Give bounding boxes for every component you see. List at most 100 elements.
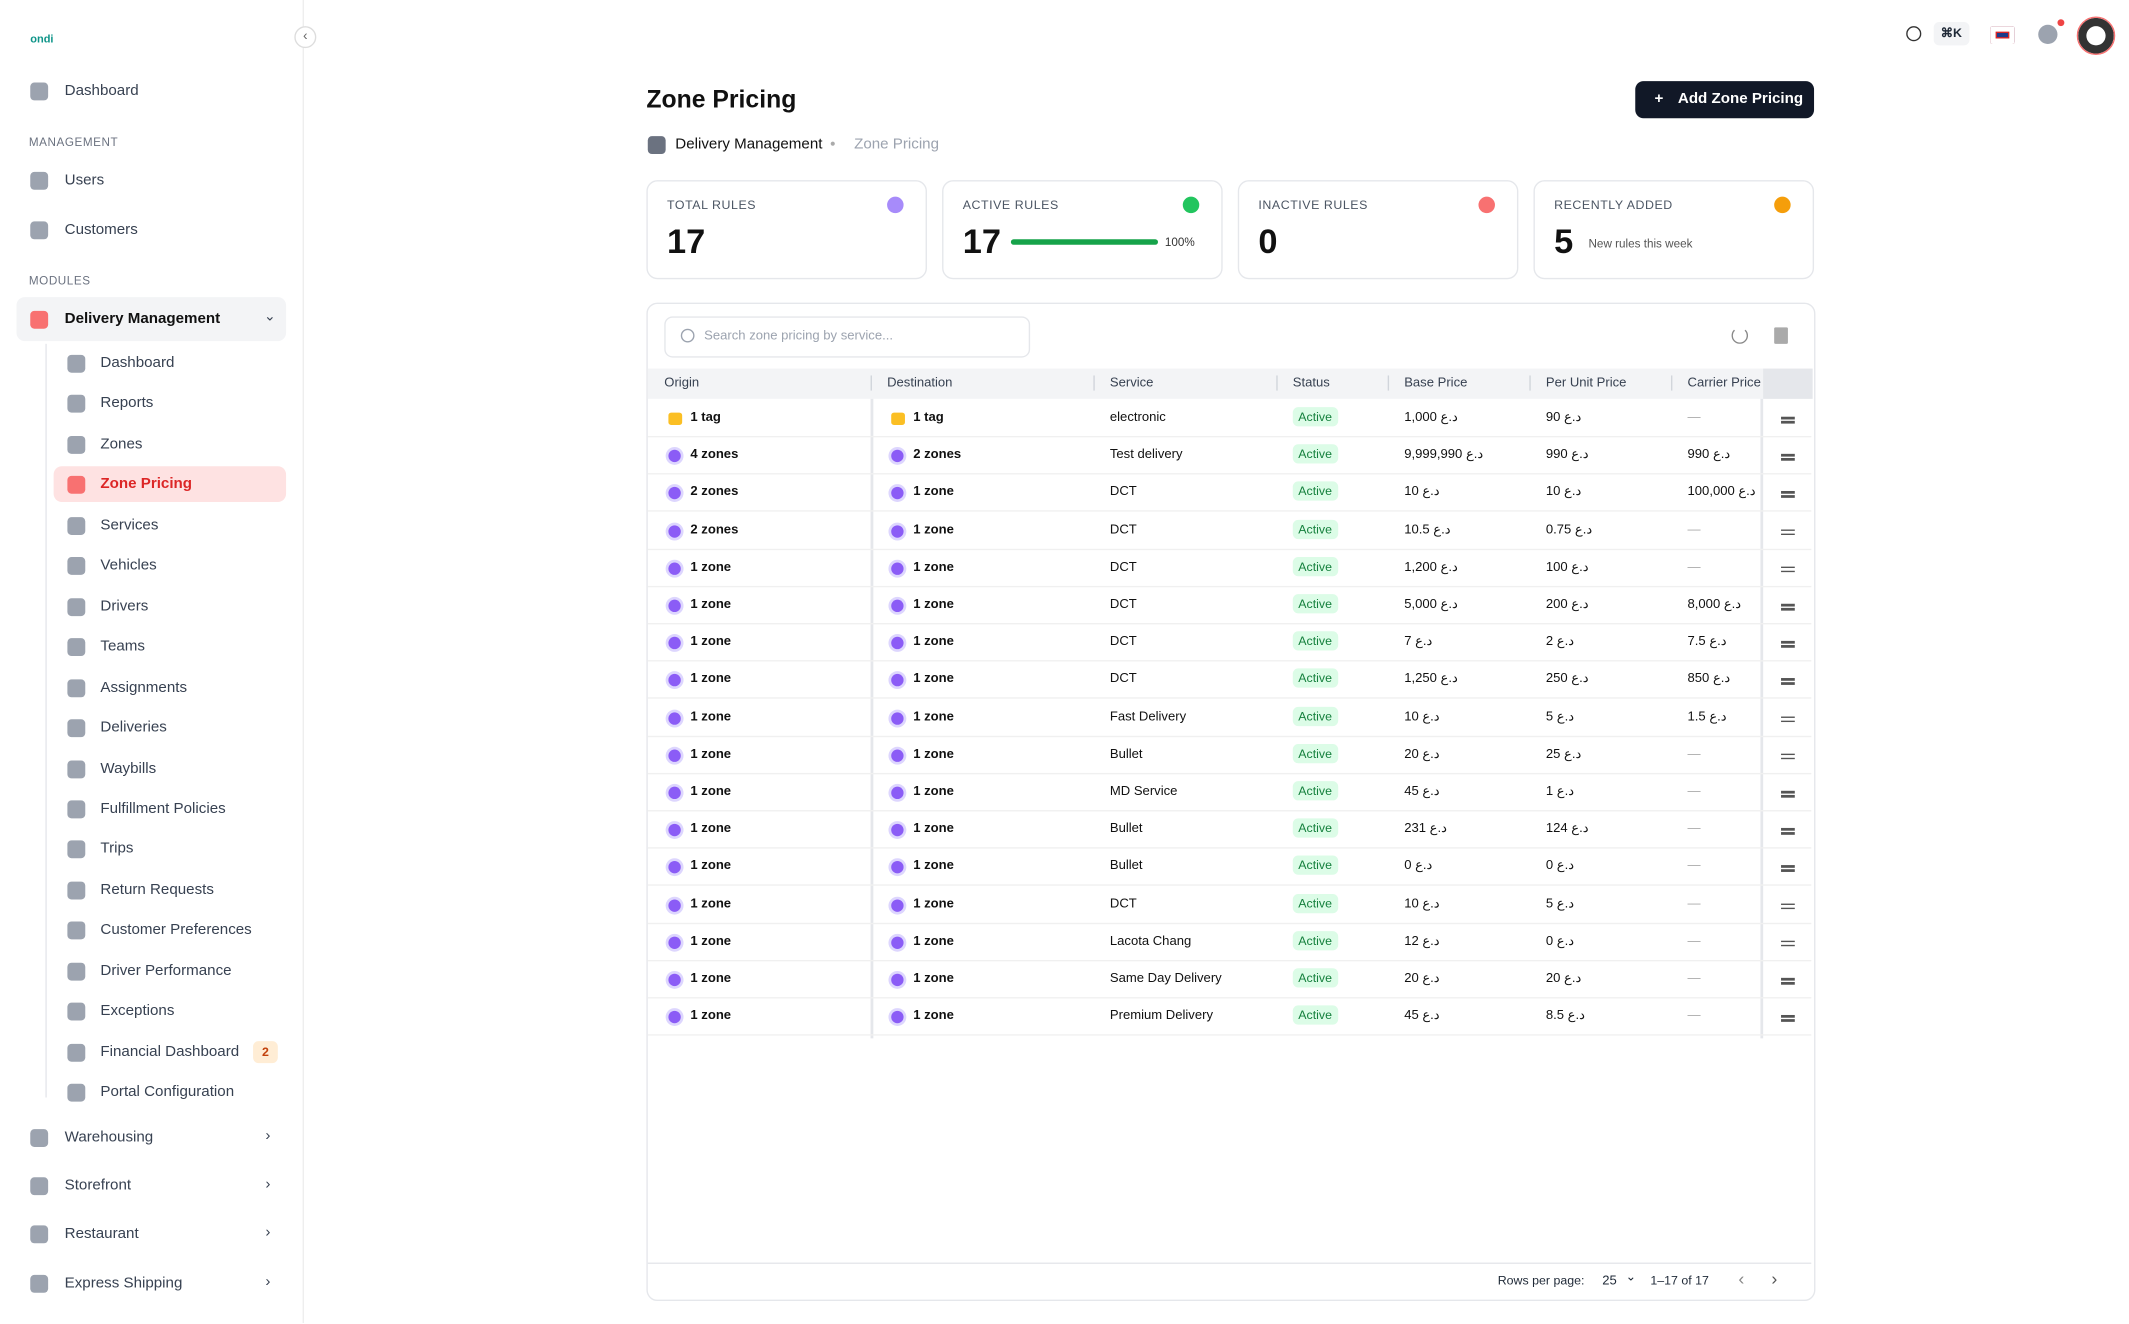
- stat-icon: [1774, 196, 1791, 214]
- chevron: ›: [265, 1224, 271, 1241]
- stat-label: TOTAL RULES: [667, 198, 757, 212]
- row-divider: [647, 623, 1812, 625]
- nav-item[interactable]: Deliveries: [100, 719, 167, 736]
- flag[interactable]: [1990, 26, 2015, 45]
- nav-item[interactable]: Financial Dashboard: [100, 1043, 240, 1060]
- nav-item[interactable]: Return Requests: [100, 881, 214, 898]
- nav-item[interactable]: Dashboard: [100, 354, 175, 372]
- nav-item[interactable]: Customer Preferences: [100, 921, 252, 939]
- nav-item[interactable]: Restaurant: [64, 1225, 139, 1242]
- column-header[interactable]: Status: [1292, 375, 1330, 391]
- nav-item[interactable]: Services: [100, 516, 159, 534]
- row-action[interactable]: [1781, 940, 1795, 943]
- column-header[interactable]: Origin: [664, 375, 700, 391]
- search-box[interactable]: [664, 316, 1031, 358]
- status-pill: Active: [1292, 481, 1338, 502]
- breadcrumb[interactable]: Delivery Management: [675, 136, 823, 153]
- nav-item[interactable]: Zones: [100, 435, 143, 453]
- row-action[interactable]: [1781, 454, 1795, 457]
- columns-toggle[interactable]: [1774, 327, 1788, 344]
- add-button[interactable]: [1635, 81, 1815, 119]
- cell: —: [1687, 409, 1701, 425]
- cell: —: [1687, 1008, 1701, 1024]
- tree-line: [45, 343, 47, 1098]
- row-action[interactable]: [1781, 715, 1795, 719]
- row-action[interactable]: [1781, 528, 1795, 532]
- collapse-button[interactable]: ‹: [294, 26, 317, 49]
- nav-item[interactable]: Warehousing: [64, 1129, 154, 1146]
- nav-item[interactable]: Delivery Management: [64, 310, 221, 328]
- range: 1–17 of 17: [1650, 1273, 1709, 1288]
- cell: Bullet: [1109, 821, 1143, 837]
- row-action[interactable]: [1781, 865, 1795, 868]
- nav-item[interactable]: Storefront: [64, 1177, 132, 1194]
- cell: 5 د.ع: [1545, 709, 1575, 725]
- icon: [67, 840, 86, 859]
- add-button-label[interactable]: Add Zone Pricing: [1677, 90, 1804, 108]
- row-action[interactable]: [1781, 678, 1795, 681]
- column-divider: [870, 375, 872, 391]
- nav-item[interactable]: Vehicles: [100, 557, 157, 574]
- search-icon[interactable]: [1906, 26, 1922, 42]
- nav-item[interactable]: Zone Pricing: [100, 476, 193, 493]
- row-action[interactable]: [1781, 603, 1795, 606]
- row-action[interactable]: [1781, 790, 1795, 793]
- zone-icon: [891, 936, 904, 949]
- stat-value: 17: [667, 222, 706, 262]
- zone-icon: [891, 637, 904, 650]
- cell: 2 د.ع: [1545, 634, 1575, 650]
- cell: Same Day Delivery: [1109, 970, 1222, 987]
- column-header[interactable]: Destination: [887, 375, 953, 391]
- row-action[interactable]: [1781, 753, 1795, 756]
- rows-select[interactable]: 25: [1602, 1273, 1617, 1289]
- column-header[interactable]: Base Price: [1404, 375, 1468, 391]
- nav-item[interactable]: Express Shipping: [64, 1274, 183, 1292]
- settings[interactable]: [2038, 24, 2058, 45]
- nav-item[interactable]: Reports: [100, 395, 154, 412]
- stat-card: [1533, 180, 1815, 280]
- column-divider: [1529, 375, 1531, 391]
- search-placeholder: Search zone pricing by service...: [704, 328, 893, 344]
- column-divider: [1276, 375, 1278, 391]
- tag-icon: [668, 412, 683, 425]
- nav-item[interactable]: Waybills: [100, 759, 157, 777]
- zone-icon: [668, 449, 681, 463]
- stat-value: 0: [1258, 222, 1278, 262]
- row-action[interactable]: [1781, 828, 1795, 831]
- nav-item[interactable]: Teams: [100, 638, 145, 655]
- row-action[interactable]: [1781, 491, 1795, 494]
- nav-item[interactable]: Dashboard: [64, 82, 139, 100]
- nav-item[interactable]: Assignments: [100, 678, 188, 696]
- icon: [67, 395, 86, 414]
- prev-page[interactable]: ‹: [1738, 1268, 1745, 1289]
- cell: 1 د.ع: [1545, 783, 1575, 800]
- row-action[interactable]: [1781, 1015, 1795, 1018]
- column-header[interactable]: Service: [1109, 375, 1154, 391]
- next-page[interactable]: ›: [1771, 1268, 1778, 1289]
- row-action[interactable]: [1781, 416, 1795, 419]
- column-header[interactable]: Carrier Price: [1687, 375, 1761, 391]
- cell: 1 zone: [690, 821, 732, 837]
- row-divider: [647, 585, 1812, 587]
- nav-item[interactable]: Portal Configuration: [100, 1083, 235, 1101]
- row-action[interactable]: [1781, 641, 1795, 644]
- avatar[interactable]: [2076, 16, 2116, 56]
- cell: 8.5 د.ع: [1545, 1008, 1585, 1024]
- nav-item[interactable]: Drivers: [100, 597, 149, 615]
- nav-item[interactable]: Users: [64, 171, 105, 189]
- row-action[interactable]: [1781, 566, 1795, 569]
- row-action[interactable]: [1781, 977, 1795, 980]
- nav-item[interactable]: Trips: [100, 840, 134, 858]
- nav-item[interactable]: Customers: [64, 221, 138, 238]
- row-action[interactable]: [1781, 903, 1795, 906]
- nav-item[interactable]: Exceptions: [100, 1002, 175, 1020]
- shortcut[interactable]: ⌘K: [1933, 22, 1969, 46]
- nav-item[interactable]: Driver Performance: [100, 962, 232, 979]
- column-header[interactable]: Per Unit Price: [1545, 375, 1627, 391]
- table-card: [646, 302, 1816, 1302]
- nav-item[interactable]: Fulfillment Policies: [100, 800, 226, 817]
- refresh[interactable]: [1731, 327, 1749, 344]
- zone-icon: [891, 973, 904, 987]
- zone-icon: [891, 1011, 904, 1024]
